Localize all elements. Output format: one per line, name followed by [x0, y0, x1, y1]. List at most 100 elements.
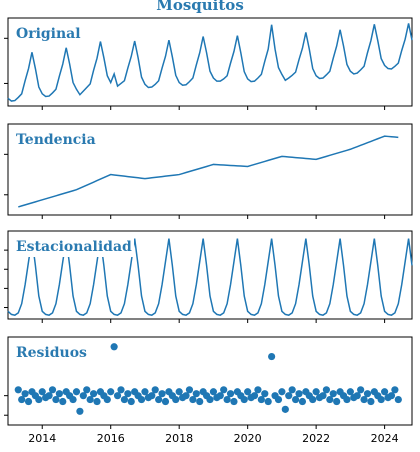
- residual-point: [381, 388, 389, 396]
- residual-point: [137, 395, 146, 404]
- residual-point: [89, 390, 98, 398]
- residual-point: [93, 397, 101, 406]
- residual-point: [309, 395, 317, 404]
- residual-point: [158, 390, 166, 398]
- residual-point: [298, 397, 307, 406]
- residual-point: [206, 395, 214, 404]
- residual-point: [295, 390, 303, 398]
- residual-point: [346, 388, 354, 396]
- residual-point: [24, 397, 33, 406]
- residual-point: [288, 386, 296, 394]
- residual-point: [226, 390, 235, 398]
- residual-point: [103, 395, 111, 404]
- panel-label: Estacionalidad: [16, 239, 132, 255]
- panel-label: Tendencia: [16, 132, 96, 148]
- residual-point: [83, 386, 91, 394]
- panel-frame: [7, 230, 413, 320]
- residual-point: [281, 405, 289, 413]
- residual-point: [151, 386, 159, 394]
- residual-point: [189, 395, 197, 404]
- residual-point: [127, 397, 135, 406]
- residual-point: [360, 395, 368, 404]
- residual-point: [55, 390, 63, 398]
- x-tick-label: 2020: [234, 432, 262, 445]
- residual-point: [52, 395, 60, 404]
- panel-label: Residuos: [16, 345, 87, 361]
- residual-point: [175, 388, 183, 396]
- residual-point: [329, 390, 337, 398]
- residual-point: [312, 388, 320, 396]
- residual-point: [240, 395, 248, 404]
- residual-point: [79, 392, 87, 400]
- residual-point: [141, 388, 149, 396]
- residual-point: [72, 388, 81, 396]
- residual-point: [257, 395, 265, 404]
- residual-point: [124, 390, 132, 398]
- residual-point: [172, 395, 180, 404]
- residual-point: [394, 395, 402, 404]
- residual-point: [48, 386, 57, 394]
- residual-point: [182, 392, 190, 400]
- residual-point: [278, 388, 286, 396]
- x-tick-label: 2016: [97, 432, 125, 445]
- panel-label-box: [14, 343, 90, 363]
- residual-point: [185, 386, 194, 394]
- residual-point: [363, 390, 372, 398]
- residual-point: [161, 397, 170, 406]
- residual-point: [21, 390, 29, 398]
- chart-title: Mosquitos: [156, 0, 244, 14]
- panel-label: Original: [16, 26, 81, 42]
- residual-point: [343, 395, 351, 404]
- residual-point: [59, 397, 67, 406]
- residual-point: [268, 352, 276, 361]
- residual-point: [377, 395, 385, 404]
- residual-point: [322, 386, 331, 394]
- residual-point: [387, 392, 396, 400]
- residual-point: [291, 395, 300, 404]
- panel-label-box: [14, 237, 135, 257]
- residual-point: [285, 392, 293, 400]
- residual-point: [367, 397, 375, 406]
- residual-point: [254, 386, 262, 394]
- residual-point: [244, 388, 252, 396]
- residual-point: [86, 395, 94, 404]
- panel-label-box: [14, 24, 83, 44]
- residual-point: [261, 390, 269, 398]
- residual-point: [326, 395, 334, 404]
- residual-point: [274, 395, 283, 404]
- series-line: [7, 238, 413, 316]
- residual-point: [357, 386, 365, 394]
- residual-point: [148, 392, 156, 400]
- panel-frame: [7, 17, 413, 107]
- residual-point: [117, 386, 125, 394]
- residual-point: [113, 392, 122, 400]
- residual-point: [69, 395, 77, 404]
- residual-point: [76, 407, 84, 415]
- residual-point: [18, 395, 26, 404]
- x-tick-label: 2018: [165, 432, 193, 445]
- residual-point: [216, 392, 224, 400]
- x-tick-label: 2022: [302, 432, 330, 445]
- residual-point: [209, 388, 218, 396]
- residual-point: [45, 392, 53, 400]
- panel-label-box: [14, 130, 98, 150]
- residual-point: [38, 388, 46, 396]
- panel-frame: [7, 336, 413, 426]
- x-tick-label: 2024: [371, 432, 399, 445]
- residual-point: [223, 395, 231, 404]
- residual-point: [220, 386, 228, 394]
- residual-point: [120, 395, 129, 404]
- residual-point: [333, 397, 341, 406]
- residual-point: [264, 397, 272, 406]
- residual-point: [319, 392, 327, 400]
- residual-point: [230, 397, 238, 406]
- residual-point: [250, 392, 259, 400]
- residual-point: [391, 386, 399, 394]
- series-line: [7, 23, 413, 102]
- series-line: [18, 135, 399, 208]
- residual-point: [155, 395, 163, 404]
- residual-point: [192, 390, 200, 398]
- residual-point: [110, 343, 118, 351]
- panel-frame: [7, 123, 413, 216]
